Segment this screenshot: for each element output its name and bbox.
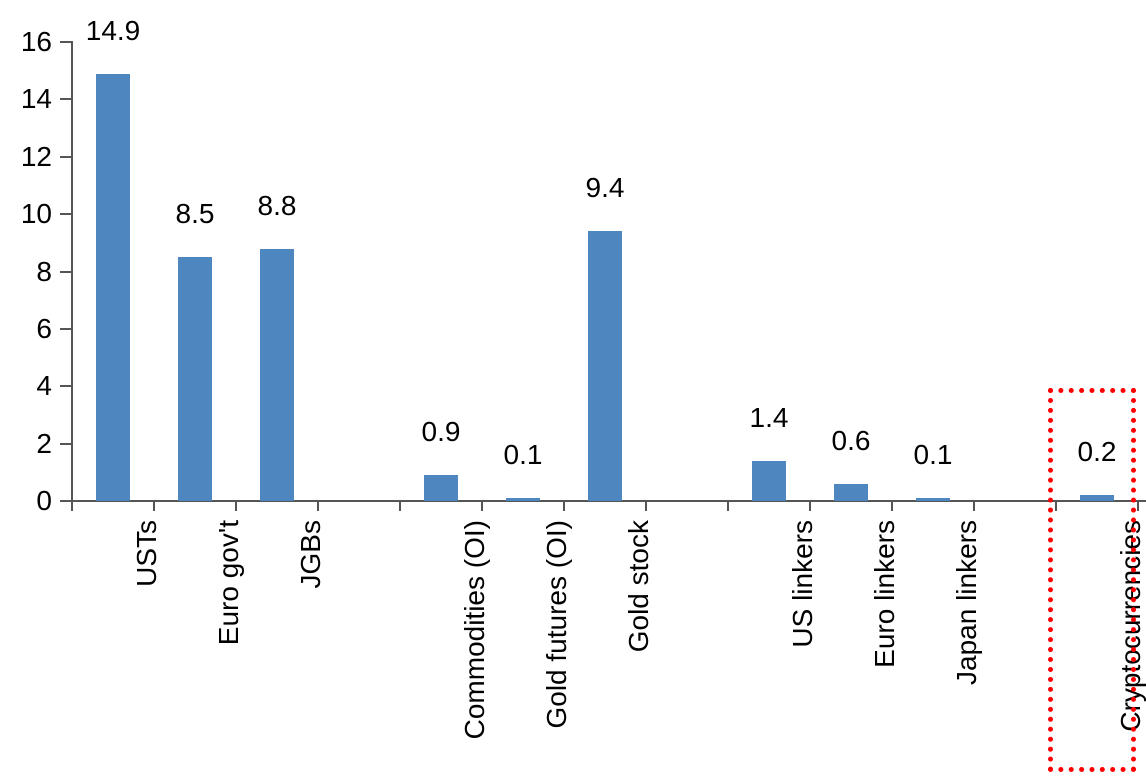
y-axis-tick-label: 4: [36, 370, 52, 402]
y-tick: [60, 500, 72, 502]
bar-commodities-oi: [424, 475, 458, 501]
x-tick: [727, 501, 729, 511]
x-tick: [235, 501, 237, 511]
x-tick: [1137, 501, 1139, 511]
bar-value-label: 1.4: [749, 401, 789, 433]
y-axis-tick-label: 14: [20, 83, 52, 115]
x-tick: [891, 501, 893, 511]
category-label: Euro linkers: [869, 520, 900, 668]
x-tick: [563, 501, 565, 511]
bar-euro-linkers: [834, 483, 868, 501]
bar-japan-linkers: [916, 498, 950, 501]
x-tick: [809, 501, 811, 511]
category-label: Euro gov't: [213, 520, 244, 646]
x-tick: [399, 501, 401, 511]
x-tick: [645, 501, 647, 511]
y-tick: [60, 213, 72, 216]
bar-value-label: 0.1: [913, 439, 953, 471]
bar-cryptocurrencies: [1080, 495, 1114, 501]
y-tick: [60, 442, 72, 445]
bar-us-linkers: [752, 460, 786, 501]
category-label: Commodities (OI): [459, 520, 490, 740]
y-axis-tick-label: 16: [20, 26, 52, 57]
bar-jgbs: [260, 248, 294, 501]
y-axis-tick-label: 2: [36, 427, 52, 459]
bar-usts: [96, 73, 130, 501]
category-label: USTs: [131, 520, 162, 587]
y-tick: [60, 98, 72, 101]
y-axis-tick-label: 6: [36, 312, 52, 344]
bar-euro-gov-t: [178, 257, 212, 501]
category-label: US linkers: [787, 520, 818, 648]
x-tick: [153, 501, 155, 511]
y-axis-tick-label: 12: [20, 140, 52, 172]
x-tick: [1055, 501, 1057, 511]
x-tick: [973, 501, 975, 511]
y-axis-tick-label: 0: [36, 485, 52, 516]
x-tick: [481, 501, 483, 511]
category-label: JGBs: [295, 520, 326, 589]
y-tick: [60, 41, 72, 43]
y-tick: [60, 270, 72, 273]
category-label: Gold futures (OI): [541, 520, 572, 729]
y-tick: [60, 155, 72, 158]
y-axis-tick-label: 10: [20, 198, 52, 230]
bar-value-label: 0.1: [503, 439, 543, 471]
bar-value-label: 9.4: [585, 172, 625, 204]
category-label: Japan linkers: [951, 520, 982, 685]
bar-value-label: 0.2: [1077, 436, 1117, 468]
y-axis-line: [71, 41, 73, 511]
y-tick: [60, 327, 72, 330]
bar-gold-futures-oi: [506, 498, 540, 501]
bar-value-label: 8.5: [175, 198, 215, 230]
category-label: Gold stock: [623, 520, 654, 653]
y-tick: [60, 385, 72, 388]
x-tick: [317, 501, 319, 511]
bar-value-label: 14.9: [85, 14, 141, 46]
bar-value-label: 8.8: [257, 189, 297, 221]
x-axis-line: [60, 500, 1146, 502]
bar-gold-stock: [588, 231, 622, 501]
highlight-box-cryptocurrencies: [1048, 388, 1136, 773]
bar-value-label: 0.6: [831, 424, 871, 456]
bar-value-label: 0.9: [421, 416, 461, 448]
y-axis-tick-label: 8: [36, 255, 52, 287]
x-tick: [71, 501, 73, 511]
